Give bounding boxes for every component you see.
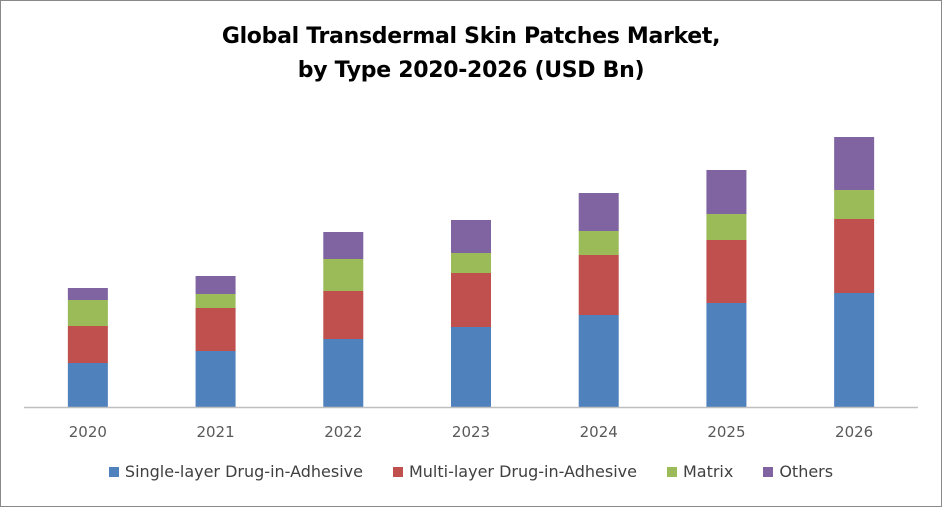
bar-2022-single-layer-drug-in-adhesive — [323, 339, 364, 407]
bar-2025-others — [706, 170, 747, 214]
legend-swatch — [763, 466, 774, 477]
legend-label: Matrix — [682, 462, 734, 481]
bar-2022-matrix — [323, 259, 364, 291]
bar-2025-multi-layer-drug-in-adhesive — [706, 240, 747, 303]
bar-2021-matrix — [195, 294, 236, 308]
x-tick-label: 2020 — [69, 423, 107, 441]
legend-swatch — [108, 466, 119, 477]
bar-2021-others — [195, 276, 236, 294]
bar-2023-others — [451, 220, 491, 253]
x-tick-label: 2024 — [580, 423, 618, 441]
x-tick-label: 2025 — [707, 423, 745, 441]
legend-label: Others — [779, 462, 834, 481]
bar-2024-multi-layer-drug-in-adhesive — [578, 255, 619, 315]
bar-2020-others — [67, 288, 108, 300]
bar-2020-multi-layer-drug-in-adhesive — [67, 326, 108, 363]
legend-item: Multi-layer Drug-in-Adhesive — [392, 462, 637, 481]
legend: Single-layer Drug-in-Adhesive Multi-layer… — [0, 462, 942, 481]
bar-2022-others — [323, 232, 364, 259]
bar-2024-matrix — [578, 231, 619, 255]
legend-item: Others — [763, 462, 833, 481]
bar-2023-single-layer-drug-in-adhesive — [451, 327, 491, 407]
bar-2026-matrix — [834, 190, 875, 219]
x-tick-label: 2023 — [452, 423, 490, 441]
bar-2026-multi-layer-drug-in-adhesive — [834, 219, 875, 293]
bar-2023-matrix — [451, 253, 491, 273]
bar-2025-single-layer-drug-in-adhesive — [706, 303, 747, 407]
bar-2024-single-layer-drug-in-adhesive — [578, 315, 619, 407]
legend-swatch — [392, 466, 403, 477]
legend-swatch — [666, 466, 677, 477]
bar-2025-matrix — [706, 214, 747, 240]
bar-2022-multi-layer-drug-in-adhesive — [323, 291, 364, 339]
bar-2023-multi-layer-drug-in-adhesive — [451, 273, 491, 327]
x-tick-label: 2026 — [835, 423, 873, 441]
legend-item: Single-layer Drug-in-Adhesive — [108, 462, 363, 481]
bar-2024-others — [578, 193, 619, 231]
legend-label: Single-layer Drug-in-Adhesive — [124, 462, 363, 481]
x-tick-label: 2022 — [324, 423, 362, 441]
bar-2026-single-layer-drug-in-adhesive — [834, 293, 875, 407]
bar-2020-matrix — [67, 300, 108, 326]
bar-2026-others — [834, 137, 875, 190]
bar-2021-single-layer-drug-in-adhesive — [195, 351, 236, 407]
chart-title-line1: Global Transdermal Skin Patches Market, — [221, 24, 721, 49]
legend-label: Multi-layer Drug-in-Adhesive — [408, 462, 637, 481]
bar-2021-multi-layer-drug-in-adhesive — [195, 308, 236, 351]
chart-title-line2: by Type 2020-2026 (USD Bn) — [297, 58, 645, 83]
bar-2020-single-layer-drug-in-adhesive — [67, 363, 108, 407]
legend-item: Matrix — [666, 462, 734, 481]
x-tick-label: 2021 — [196, 423, 234, 441]
